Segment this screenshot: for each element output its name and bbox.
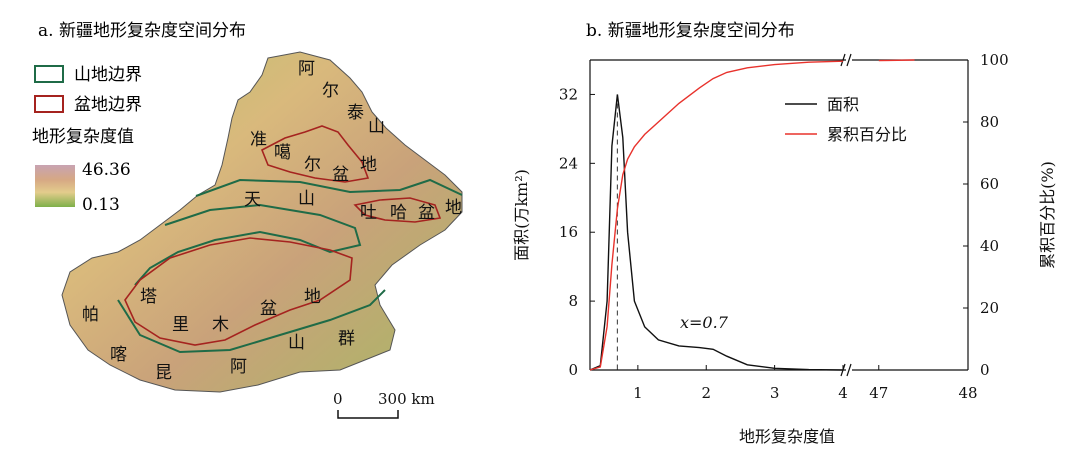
map-label: 天 xyxy=(244,190,261,210)
panel-a-title: a. 新疆地形复杂度空间分布 xyxy=(38,21,246,41)
y-right-axis-title: 累积百分比(%) xyxy=(1038,161,1057,269)
map-label: 噶 xyxy=(274,143,291,163)
map-label: 里 xyxy=(172,315,189,335)
scale-bar: 0 300 km xyxy=(333,390,435,419)
mountain-boundaries xyxy=(117,178,463,354)
y-right-tick-label: 100 xyxy=(980,51,1009,69)
map-label: 盆 xyxy=(332,165,349,185)
mode-annotation-text: x=0.7 xyxy=(680,313,729,332)
y-left-axis-title: 面积(万km²) xyxy=(512,169,531,261)
map-label: 泰 xyxy=(347,103,364,123)
basin-boundary-swatch xyxy=(34,95,64,113)
mode-annotation: x=0.7 xyxy=(680,313,729,332)
legend-min-value: 0.13 xyxy=(82,195,120,215)
series-line-0 xyxy=(589,94,844,371)
y-left-tick-label: 8 xyxy=(568,292,578,310)
map-label: 地 xyxy=(445,198,462,218)
panel-b-title: b. 新疆地形复杂度空间分布 xyxy=(586,21,795,41)
map-labels: 阿尔泰山准噶尔盆地天 山吐哈盆地塔里 木盆地帕喀昆 阿山群 xyxy=(82,59,462,383)
series-line-1 xyxy=(589,59,915,371)
map-label: 山 xyxy=(288,333,305,353)
map-label: 山 xyxy=(298,189,315,209)
y-right-tick-label: 40 xyxy=(980,237,999,255)
map-label: 帕 xyxy=(82,305,99,325)
map-label: 哈 xyxy=(390,203,407,223)
panel-a: a. 新疆地形复杂度空间分布 阿尔泰山准噶尔盆地天 山吐哈盆地塔里 木盆地帕喀昆 阿山… xyxy=(32,21,463,419)
map-label: 尔 xyxy=(322,81,339,101)
map-label: 盆 xyxy=(260,299,277,319)
y-left-tick-label: 0 xyxy=(568,361,578,379)
y-right-tick-label: 0 xyxy=(980,361,990,379)
map-legend: 山地边界 盆地边界 地形复杂度值 46.36 0.13 xyxy=(32,65,142,215)
x-tick-label: 2 xyxy=(701,384,711,402)
y-right-tick-label: 60 xyxy=(980,175,999,193)
y-left-tick-label: 24 xyxy=(559,154,578,172)
map-label: 尔 xyxy=(304,155,321,175)
y-left-tick-label: 16 xyxy=(559,223,578,241)
map-label: 吐 xyxy=(360,203,377,223)
x-tick-label: 3 xyxy=(770,384,780,402)
map-label: 木 xyxy=(212,315,229,335)
map-label: 盆 xyxy=(418,203,435,223)
axis-break-mark xyxy=(846,363,852,377)
axis-break-mark xyxy=(846,53,852,67)
x-tick-label: 1 xyxy=(633,384,643,402)
axis-break-mark xyxy=(840,53,846,67)
y-left-tick-label: 32 xyxy=(559,85,578,103)
y-right-tick-label: 20 xyxy=(980,299,999,317)
map-label: 群 xyxy=(338,329,355,349)
map-label: 阿 xyxy=(230,357,247,377)
map-label: 阿 xyxy=(298,59,315,79)
legend-label: 面积 xyxy=(827,95,859,114)
legend-max-value: 46.36 xyxy=(82,160,131,180)
map-label: 塔 xyxy=(140,287,157,307)
scale-zero: 0 xyxy=(333,390,343,408)
map-label: 地 xyxy=(360,155,377,175)
x-tick-label: 47 xyxy=(869,384,888,402)
map-label: 山 xyxy=(368,117,385,137)
basin-boundary-label: 盆地边界 xyxy=(74,95,142,115)
map-label: 昆 xyxy=(155,363,172,383)
legend-label: 累积百分比 xyxy=(827,125,907,144)
mountain-boundary-label: 山地边界 xyxy=(74,65,142,85)
basin-boundaries xyxy=(124,125,442,346)
mountain-boundary-swatch xyxy=(34,65,64,83)
map-label: 地 xyxy=(304,287,321,307)
x-tick-label: 48 xyxy=(958,384,977,402)
panel-b: b. 新疆地形复杂度空间分布 1 2 3 4 47 4808162432020406080… xyxy=(512,21,1057,446)
y-right-tick-label: 80 xyxy=(980,113,999,131)
complexity-legend-title: 地形复杂度值 xyxy=(32,127,134,147)
x-tick-label: 4 xyxy=(838,384,848,402)
map-label: 喀 xyxy=(110,345,127,365)
color-ramp xyxy=(35,165,75,207)
x-axis-title: 地形复杂度值 xyxy=(739,427,835,446)
map-label: 准 xyxy=(250,130,267,150)
scale-distance: 300 km xyxy=(378,390,435,408)
